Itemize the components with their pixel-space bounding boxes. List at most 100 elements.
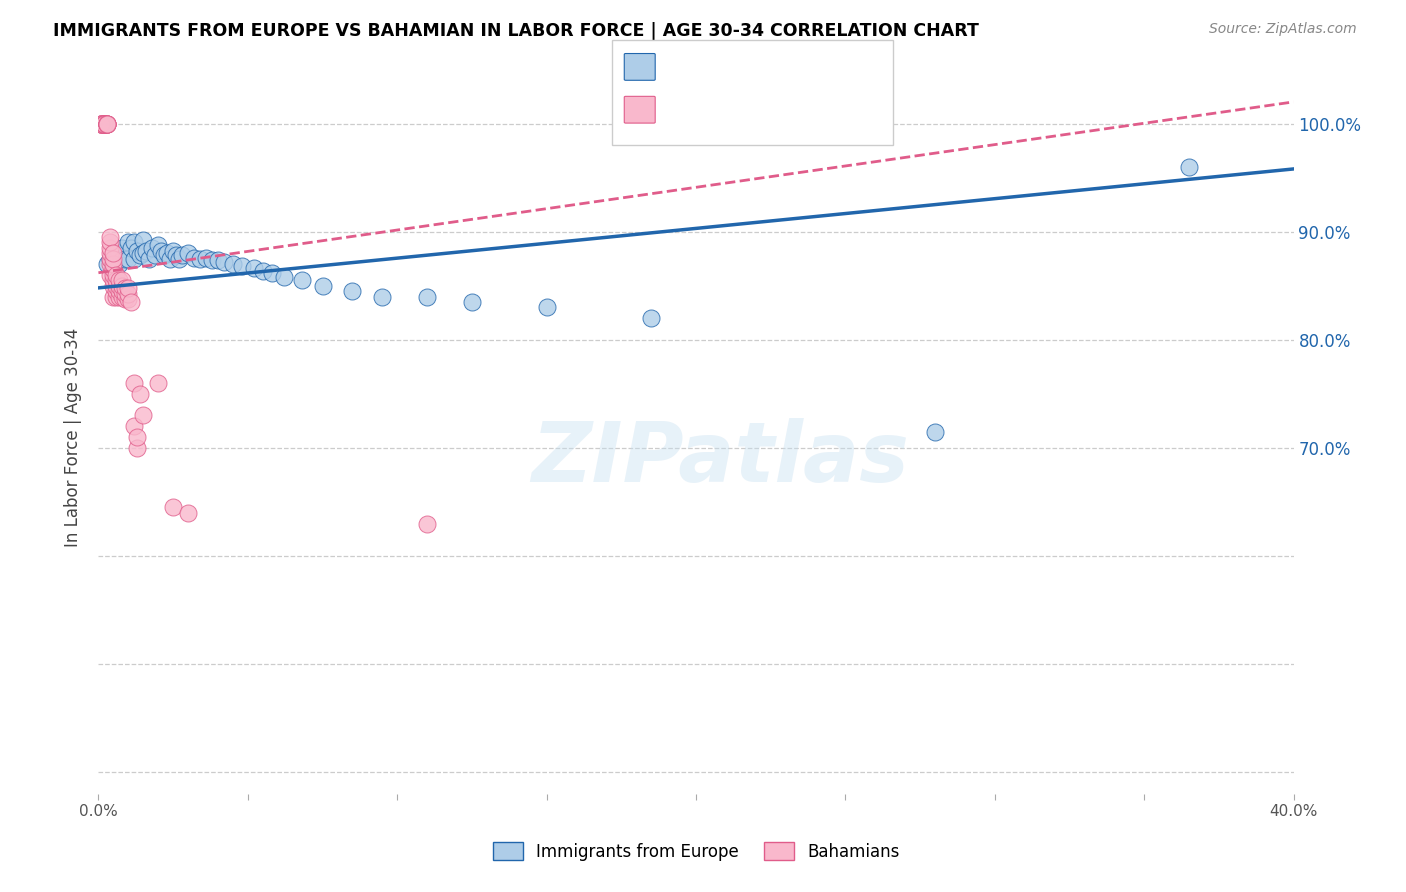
- Point: [177, 506, 200, 520]
- Text: R =  0.093   N = 62: R = 0.093 N = 62: [665, 101, 841, 119]
- Point: [111, 273, 134, 287]
- Point: [183, 251, 205, 265]
- Point: [148, 237, 170, 252]
- Point: [132, 233, 155, 247]
- Point: [103, 278, 125, 293]
- Point: [105, 278, 128, 293]
- Point: [103, 273, 125, 287]
- Point: [172, 248, 194, 262]
- Text: IMMIGRANTS FROM EUROPE VS BAHAMIAN IN LABOR FORCE | AGE 30-34 CORRELATION CHART: IMMIGRANTS FROM EUROPE VS BAHAMIAN IN LA…: [53, 22, 980, 40]
- Point: [117, 287, 139, 301]
- Point: [98, 257, 122, 271]
- Point: [111, 278, 134, 293]
- Point: [162, 500, 184, 515]
- Point: [153, 248, 176, 262]
- Point: [117, 292, 139, 306]
- Point: [111, 241, 134, 255]
- Point: [108, 278, 131, 293]
- Point: [96, 116, 118, 130]
- Point: [105, 284, 128, 298]
- Point: [416, 289, 439, 303]
- Point: [212, 255, 235, 269]
- Point: [105, 273, 128, 287]
- Point: [114, 252, 136, 266]
- Point: [117, 281, 139, 295]
- Point: [924, 425, 946, 439]
- Point: [129, 248, 152, 262]
- Point: [90, 116, 112, 130]
- Point: [93, 116, 115, 130]
- Point: [195, 251, 218, 265]
- Point: [201, 252, 224, 267]
- Point: [231, 259, 253, 273]
- Point: [162, 244, 184, 259]
- Point: [222, 257, 245, 271]
- Point: [108, 273, 131, 287]
- Text: R =  0.301   N = 54: R = 0.301 N = 54: [665, 58, 841, 76]
- Point: [98, 230, 122, 244]
- Point: [108, 246, 131, 260]
- Text: Source: ZipAtlas.com: Source: ZipAtlas.com: [1209, 22, 1357, 37]
- Point: [207, 252, 229, 267]
- Point: [114, 281, 136, 295]
- Point: [98, 252, 122, 266]
- Point: [132, 409, 155, 423]
- Point: [156, 246, 179, 260]
- Point: [96, 116, 118, 130]
- Point: [132, 246, 155, 260]
- Point: [93, 116, 115, 130]
- Point: [461, 294, 484, 309]
- Point: [103, 268, 125, 282]
- Point: [103, 246, 125, 260]
- Point: [96, 116, 118, 130]
- Point: [165, 248, 187, 262]
- Point: [108, 289, 131, 303]
- Point: [243, 261, 266, 276]
- Point: [103, 246, 125, 260]
- Point: [111, 289, 134, 303]
- Point: [105, 268, 128, 282]
- Point: [1178, 160, 1201, 174]
- Point: [135, 244, 157, 259]
- Point: [103, 257, 125, 271]
- Point: [143, 248, 166, 262]
- Point: [127, 244, 149, 259]
- Point: [105, 252, 128, 266]
- Point: [105, 289, 128, 303]
- Point: [124, 235, 146, 250]
- Point: [138, 252, 160, 266]
- Point: [108, 284, 131, 298]
- Point: [536, 301, 558, 315]
- Point: [129, 387, 152, 401]
- Text: ZIPatlas: ZIPatlas: [531, 418, 908, 499]
- Legend: Immigrants from Europe, Bahamians: Immigrants from Europe, Bahamians: [486, 836, 905, 868]
- Point: [127, 441, 149, 455]
- Point: [371, 289, 394, 303]
- Point: [342, 284, 364, 298]
- Point: [260, 266, 283, 280]
- Point: [96, 116, 118, 130]
- Point: [108, 257, 131, 271]
- Point: [120, 241, 142, 255]
- Point: [98, 252, 122, 266]
- Point: [124, 252, 146, 266]
- Point: [167, 252, 190, 266]
- Point: [90, 116, 112, 130]
- Point: [177, 246, 200, 260]
- Point: [188, 252, 211, 266]
- Point: [127, 430, 149, 444]
- Point: [117, 235, 139, 250]
- Point: [90, 116, 112, 130]
- Point: [148, 376, 170, 390]
- Point: [120, 294, 142, 309]
- Point: [114, 292, 136, 306]
- Point: [96, 116, 118, 130]
- Point: [114, 287, 136, 301]
- Point: [150, 244, 173, 259]
- Point: [124, 376, 146, 390]
- Point: [96, 257, 118, 271]
- Point: [416, 516, 439, 531]
- Point: [98, 235, 122, 250]
- Y-axis label: In Labor Force | Age 30-34: In Labor Force | Age 30-34: [65, 327, 83, 547]
- Point: [103, 262, 125, 277]
